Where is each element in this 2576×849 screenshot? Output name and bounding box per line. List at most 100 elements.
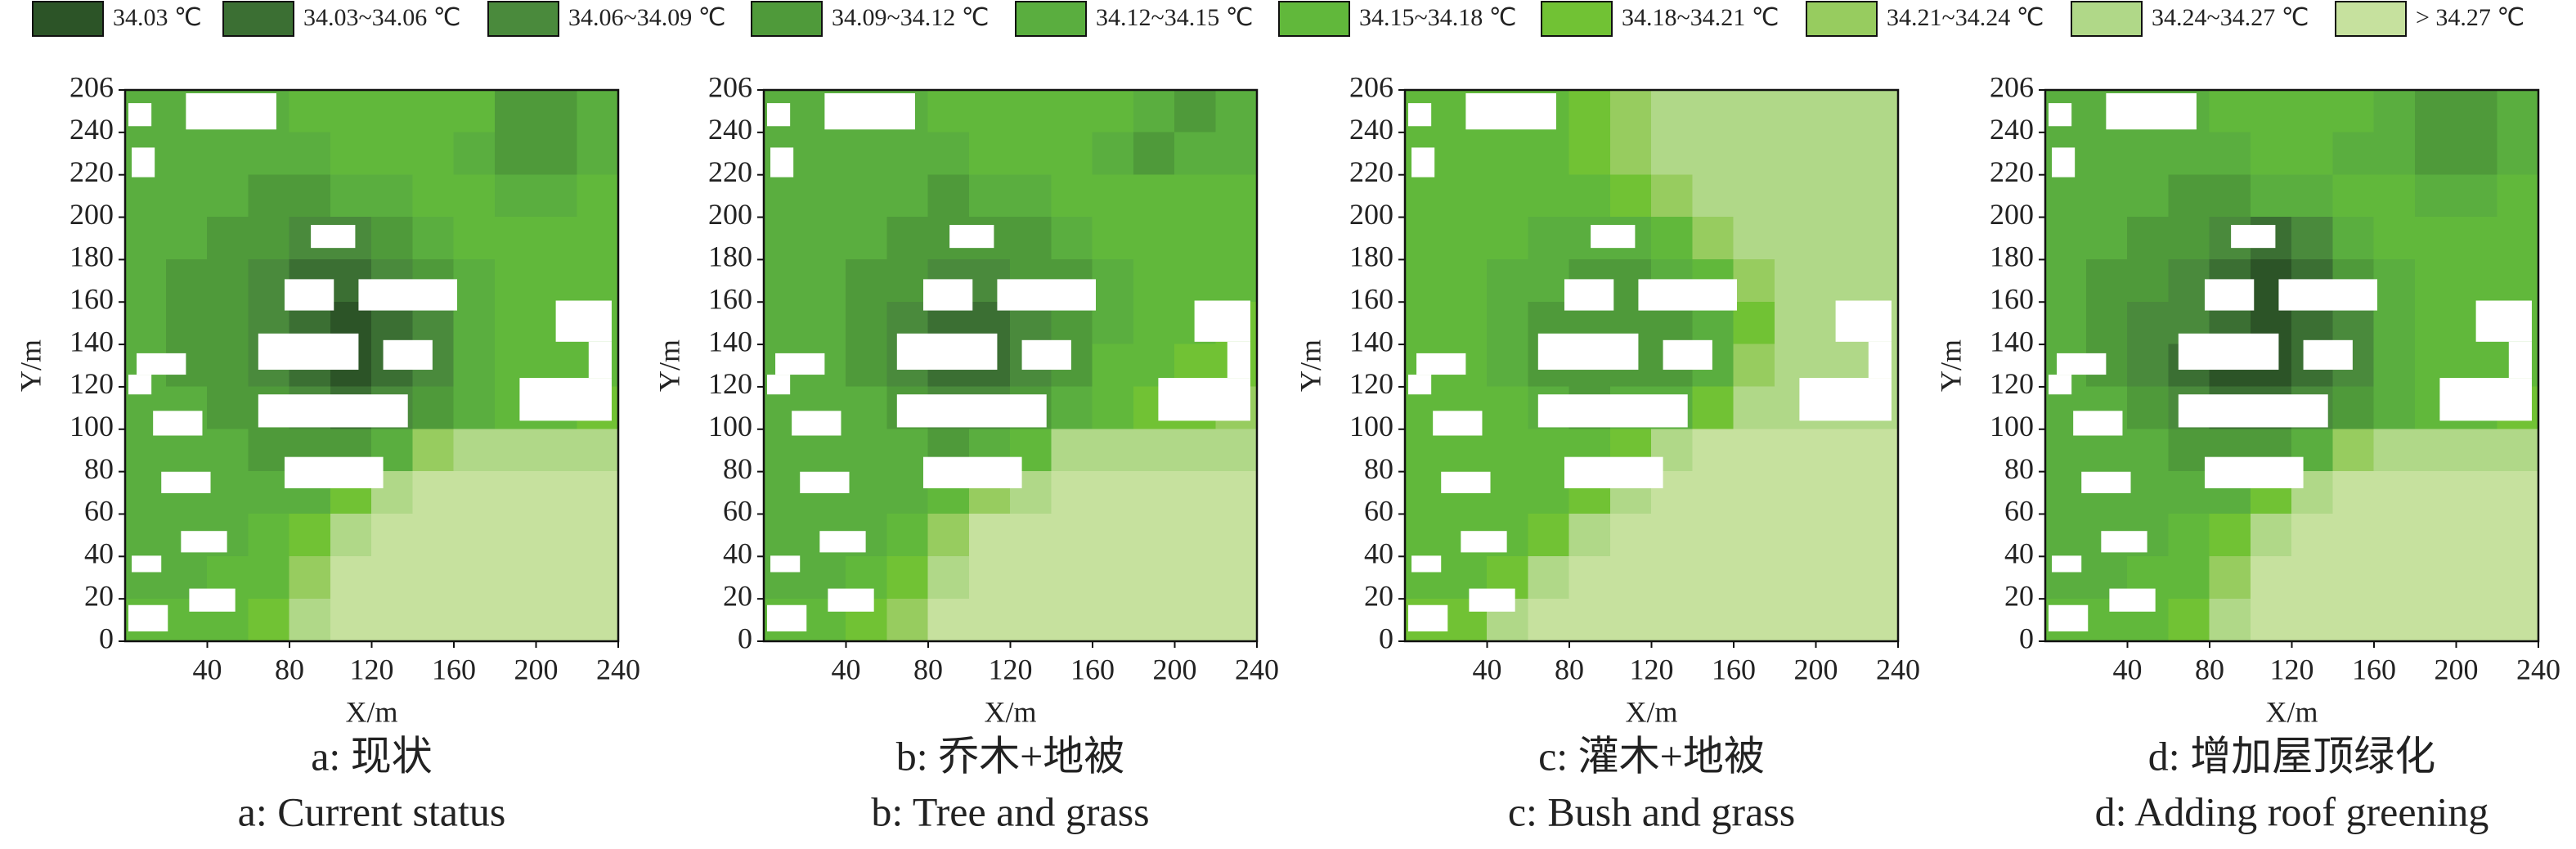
y-tick-label: 200 xyxy=(708,198,752,231)
y-tick-label: 206 xyxy=(1349,70,1393,103)
heatmap-cell xyxy=(804,258,846,303)
heatmap-cell xyxy=(165,429,208,473)
heatmap-cell xyxy=(412,132,455,176)
y-tick-label: 140 xyxy=(708,325,752,357)
heatmap-cell xyxy=(1445,301,1488,345)
heatmap-cell xyxy=(1609,598,1652,642)
heatmap-cell xyxy=(2373,174,2416,218)
heatmap-cell xyxy=(1487,174,1529,218)
heatmap-cell xyxy=(536,258,578,303)
heatmap-cell xyxy=(763,258,806,303)
heatmap-cell xyxy=(371,514,414,557)
heatmap-cell xyxy=(968,555,1011,600)
heatmap-cell xyxy=(1815,429,1858,473)
heatmap-cell xyxy=(412,514,455,557)
heatmap-cell xyxy=(207,217,249,260)
heatmap-cell xyxy=(536,429,578,473)
heatmap-cell xyxy=(968,89,1011,133)
heatmap-cell xyxy=(371,217,414,260)
panel: 0 20 40 60 80 100 120 140 160 180 200 220 240 206 40 80… xyxy=(1934,70,2560,834)
heatmap-cell xyxy=(1692,132,1735,176)
heatmap-cell xyxy=(289,132,331,176)
heatmap-cell xyxy=(1092,89,1134,133)
y-tick-label: 80 xyxy=(1364,452,1393,485)
heatmap-cell xyxy=(1133,217,1175,260)
heatmap-cell xyxy=(2209,555,2251,600)
heatmap-cell xyxy=(1051,514,1093,557)
y-tick-label: 60 xyxy=(723,495,752,528)
heatmap-cell xyxy=(1692,174,1735,218)
heatmap-cell xyxy=(1404,429,1447,473)
x-axis-label: X/m xyxy=(1625,695,1677,728)
y-tick-label: 20 xyxy=(1364,579,1393,612)
heatmap-cell xyxy=(1733,258,1775,303)
heatmap-cell xyxy=(1733,174,1775,218)
heatmap-cell xyxy=(1568,132,1611,176)
heatmap-cell xyxy=(412,89,455,133)
heatmap-cell xyxy=(1733,301,1775,345)
y-tick-label: 220 xyxy=(1349,155,1393,188)
x-tick-label: 200 xyxy=(1153,653,1197,685)
heatmap-cell xyxy=(1010,174,1052,218)
legend-label: 34.18~34.21 ℃ xyxy=(1622,4,1779,31)
heatmap-cell xyxy=(846,301,888,345)
heatmap-cell xyxy=(536,598,578,642)
heatmap-cell xyxy=(804,174,846,218)
heatmap-cell xyxy=(2209,132,2251,176)
heatmap-cell xyxy=(2332,598,2375,642)
heatmap-cell xyxy=(412,555,455,600)
heatmap-cell xyxy=(577,217,619,260)
x-tick-label: 40 xyxy=(1473,653,1502,685)
heatmap-cell xyxy=(207,471,249,514)
heatmap-cell xyxy=(453,258,496,303)
heatmap-cell xyxy=(2497,258,2539,303)
heatmap-cell xyxy=(412,174,455,218)
heatmap-cell xyxy=(577,132,619,176)
heatmap-cell xyxy=(846,174,888,218)
heatmap-cell xyxy=(846,471,888,514)
heatmap-cell xyxy=(453,89,496,133)
heatmap-cell xyxy=(1692,514,1735,557)
heatmap-cell xyxy=(577,89,619,133)
y-tick-label: 100 xyxy=(708,410,752,442)
heatmap-cell xyxy=(1733,217,1775,260)
y-tick-label: 0 xyxy=(99,622,114,654)
heatmap-cell xyxy=(2456,89,2498,133)
heatmap-cell xyxy=(763,471,806,514)
heatmap-cell xyxy=(1133,301,1175,345)
heatmap-cell xyxy=(1651,217,1694,260)
y-tick-label: 200 xyxy=(1990,198,2034,231)
heatmap-cell xyxy=(2332,386,2375,430)
heatmap-cell xyxy=(2250,174,2292,218)
heatmap-cell xyxy=(2291,132,2334,176)
y-tick-label: 220 xyxy=(708,155,752,188)
heatmap-cell xyxy=(2332,471,2375,514)
heatmap-cell xyxy=(453,301,496,345)
heatmap-cell xyxy=(2373,258,2416,303)
heatmap-cell xyxy=(1092,301,1134,345)
heatmap-cell xyxy=(289,555,331,600)
heatmap-cell xyxy=(536,471,578,514)
heatmap-cell xyxy=(207,174,249,218)
heatmap-cell xyxy=(1651,555,1694,600)
heatmap-cell xyxy=(2250,132,2292,176)
y-tick-label: 180 xyxy=(1990,240,2034,273)
heatmap-cell xyxy=(1733,598,1775,642)
heatmap-cell xyxy=(1651,89,1694,133)
heatmap-cell xyxy=(1092,555,1134,600)
heatmap-cell xyxy=(1733,89,1775,133)
heatmap-cell xyxy=(886,429,929,473)
heatmap-cell xyxy=(1528,514,1570,557)
heatmap-cell xyxy=(1092,514,1134,557)
heatmap-cell xyxy=(2332,429,2375,473)
heatmap-cell xyxy=(2085,258,2128,303)
heatmap-cell xyxy=(248,555,290,600)
heatmap-cell xyxy=(2127,429,2170,473)
heatmap-cell xyxy=(2414,514,2457,557)
x-tick-label: 200 xyxy=(514,653,559,685)
heatmap-cell xyxy=(1568,598,1611,642)
heatmap-cell xyxy=(1609,132,1652,176)
heatmap-cell xyxy=(1568,555,1611,600)
heatmap-cell xyxy=(1692,471,1735,514)
heatmap-cell xyxy=(2044,217,2087,260)
